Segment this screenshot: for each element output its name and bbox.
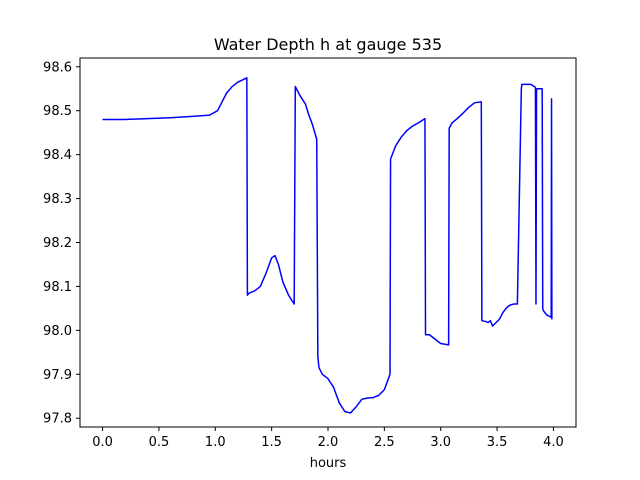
y-tick-label: 98.6 <box>43 60 72 75</box>
y-tick-label: 97.9 <box>43 368 72 383</box>
x-tick-label: 1.0 <box>205 435 226 450</box>
x-tick-label: 2.0 <box>318 435 339 450</box>
x-tick-label: 3.5 <box>487 435 508 450</box>
x-axis-label: hours <box>310 456 347 471</box>
water-depth-series-line <box>102 77 553 414</box>
x-tick-label: 1.5 <box>261 435 282 450</box>
y-tick-label: 98.1 <box>43 280 72 295</box>
x-axis-ticks: 0.0 0.5 1.0 1.5 2.0 2.5 3.0 3.5 4.0 <box>92 427 564 450</box>
y-tick-label: 97.8 <box>43 412 72 427</box>
x-tick-label: 0.5 <box>149 435 170 450</box>
y-tick-label: 98.0 <box>43 324 72 339</box>
x-tick-label: 4.0 <box>543 435 564 450</box>
x-tick-label: 3.0 <box>430 435 451 450</box>
y-tick-label: 98.5 <box>43 104 72 119</box>
series-layer <box>102 77 553 414</box>
plot-frame <box>79 57 577 428</box>
y-tick-label: 98.2 <box>43 236 72 251</box>
y-axis-ticks: 97.8 97.9 98.0 98.1 98.2 98.3 98.4 98.5 98.6 <box>43 60 80 427</box>
x-tick-label: 2.5 <box>374 435 395 450</box>
x-tick-label: 0.0 <box>92 435 113 450</box>
y-tick-label: 98.4 <box>43 148 72 163</box>
y-tick-label: 98.3 <box>43 192 72 207</box>
chart-title: Water Depth h at gauge 535 <box>214 35 442 54</box>
